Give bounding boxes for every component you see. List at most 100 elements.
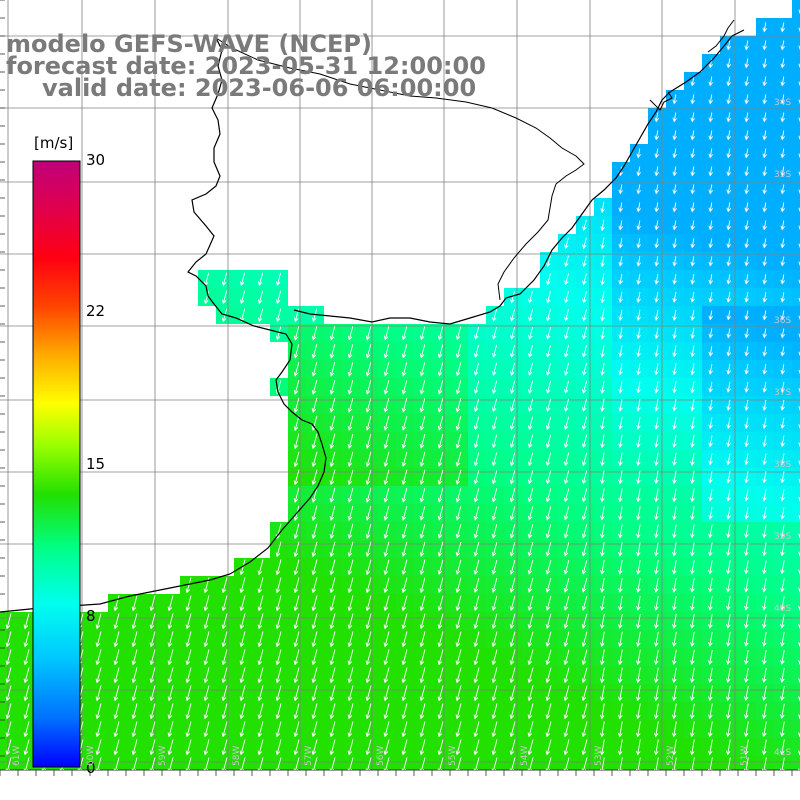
wind-arrow: [419, 344, 426, 359]
wind-arrow: [671, 739, 677, 756]
wind-arrow: [527, 380, 534, 395]
wind-arrow: [131, 595, 138, 612]
wind-arrow: [762, 649, 767, 665]
wind-arrow: [671, 721, 677, 738]
wind-arrow: [599, 667, 605, 684]
wind-arrow: [726, 542, 731, 557]
wind-arrow: [293, 541, 300, 558]
wind-arrow: [77, 757, 84, 770]
wind-arrow: [636, 274, 641, 285]
wind-arrow: [527, 703, 534, 720]
wind-arrow: [635, 667, 641, 684]
wind-speed-cell: [306, 756, 324, 770]
wind-arrow: [581, 685, 588, 702]
wind-arrow: [473, 541, 480, 557]
wind-speed-cell: [792, 306, 800, 324]
wind-arrow: [347, 451, 354, 468]
wind-arrow: [636, 578, 641, 593]
wind-arrow: [689, 739, 695, 756]
wind-arrow: [347, 433, 354, 449]
wind-arrow: [509, 595, 516, 612]
wind-arrow: [239, 272, 246, 287]
wind-arrow: [419, 362, 426, 377]
wind-arrow: [708, 130, 714, 141]
wind-arrow: [780, 238, 786, 249]
wind-arrow: [437, 595, 444, 612]
wind-speed-cell: [198, 756, 216, 770]
wind-arrow: [780, 112, 786, 123]
wind-arrow: [744, 453, 749, 466]
wind-arrow: [798, 153, 800, 159]
wind-arrow: [690, 345, 695, 358]
wind-speed-cell: [414, 756, 432, 770]
wind-arrow: [618, 220, 624, 231]
wind-arrow: [780, 256, 786, 267]
wind-arrow: [563, 721, 570, 738]
wind-arrow: [708, 435, 713, 448]
wind-arrow: [708, 613, 713, 629]
wind-arrow: [509, 721, 516, 738]
wind-speed-cell: [558, 756, 576, 770]
wind-arrow: [600, 380, 605, 395]
lat-label: 36S: [774, 316, 792, 326]
wind-arrow: [347, 757, 354, 770]
wind-arrow: [491, 470, 498, 485]
wind-arrow: [455, 613, 462, 630]
wind-arrow: [329, 577, 336, 594]
wind-arrow: [546, 362, 552, 376]
wind-arrow: [401, 523, 408, 539]
wind-speed-cell: [792, 720, 800, 738]
wind-arrow: [437, 326, 444, 341]
wind-arrow: [726, 40, 732, 51]
wind-arrow: [401, 703, 408, 720]
wind-arrow: [365, 487, 372, 503]
wind-arrow: [780, 76, 786, 87]
wind-arrow: [347, 721, 354, 738]
colorbar-tick-0: 0: [86, 759, 96, 777]
wind-arrow: [437, 488, 444, 503]
wind-arrow: [744, 364, 749, 375]
wind-speed-cell: [792, 486, 800, 504]
wind-arrow: [149, 613, 156, 630]
wind-speed-cell: [108, 756, 126, 770]
wind-arrow: [546, 255, 551, 268]
wind-arrow: [618, 542, 623, 557]
wind-arrow: [221, 721, 228, 738]
wind-arrow: [762, 382, 767, 393]
wind-arrow: [509, 613, 516, 630]
wind-arrow: [690, 506, 695, 521]
wind-arrow: [311, 667, 318, 684]
wind-arrow: [528, 326, 534, 340]
wind-arrow: [726, 489, 731, 502]
wind-arrow: [473, 470, 480, 485]
wind-arrow: [347, 559, 354, 576]
wind-arrow: [617, 685, 623, 702]
wind-arrow: [365, 451, 372, 468]
wind-arrow: [383, 667, 390, 684]
wind-arrow: [654, 506, 659, 521]
wind-arrow: [239, 577, 246, 594]
wind-arrow: [672, 202, 678, 213]
wind-arrow: [744, 667, 749, 684]
wind-arrow: [401, 469, 408, 486]
wind-arrow: [473, 434, 480, 449]
wind-arrow: [5, 667, 12, 684]
wind-arrow: [600, 327, 605, 340]
wind-arrow: [383, 397, 390, 413]
wind-arrow: [600, 542, 605, 557]
wind-arrow: [726, 76, 732, 87]
wind-arrow: [149, 739, 156, 756]
colorbar-unit: [m/s]: [34, 134, 74, 152]
wind-arrow: [582, 362, 588, 376]
wind-arrow: [744, 328, 750, 339]
wind-speed-cell: [792, 540, 800, 558]
wind-arrow: [599, 649, 605, 666]
wind-arrow: [365, 667, 372, 684]
wind-arrow: [726, 58, 732, 69]
wind-arrow: [23, 667, 30, 684]
wind-arrow: [221, 739, 228, 756]
wind-arrow: [23, 631, 30, 648]
wind-arrow: [744, 507, 749, 520]
wind-arrow: [672, 506, 677, 521]
wind-arrow: [708, 542, 713, 557]
